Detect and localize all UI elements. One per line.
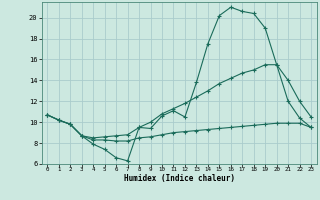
X-axis label: Humidex (Indice chaleur): Humidex (Indice chaleur) xyxy=(124,174,235,183)
